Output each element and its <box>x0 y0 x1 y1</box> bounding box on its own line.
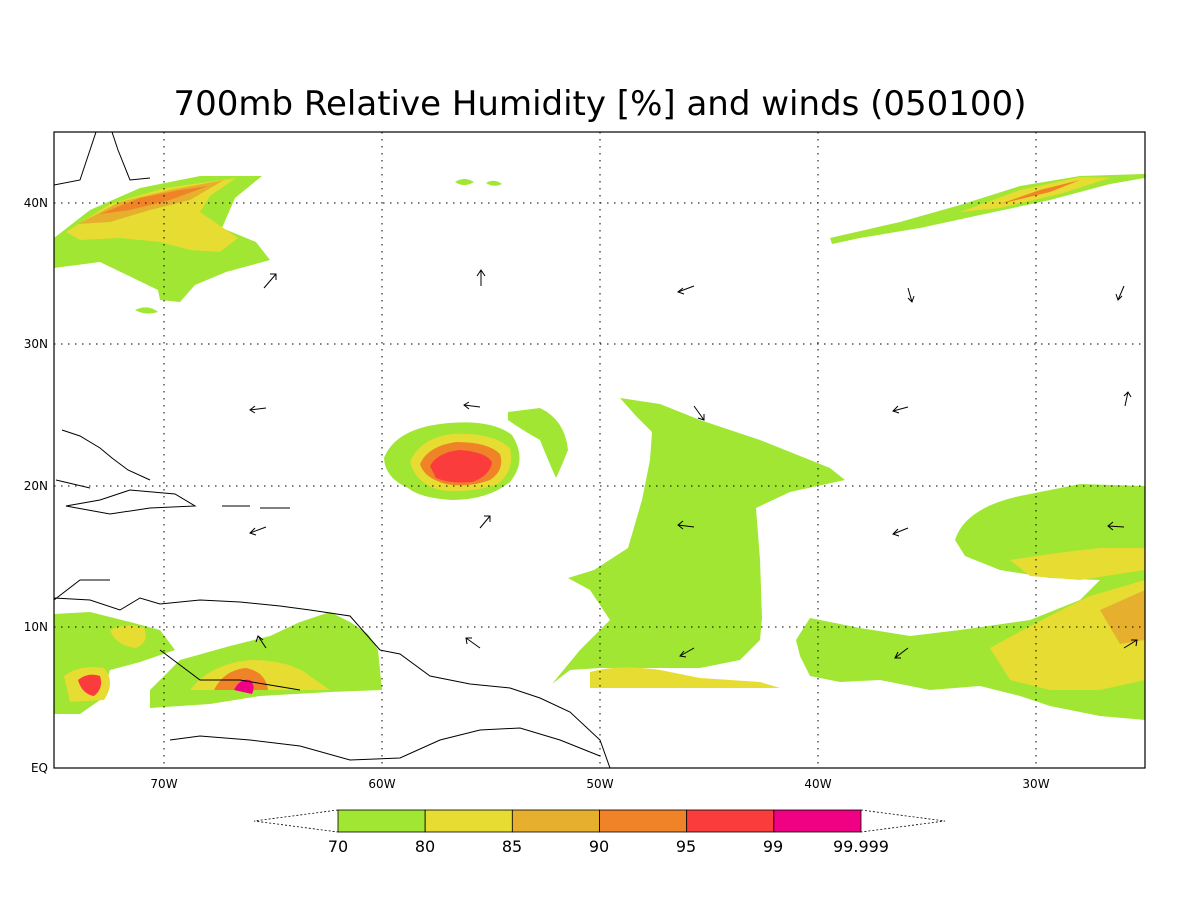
wind-arrow <box>465 637 481 649</box>
lat-label: 20N <box>24 479 48 493</box>
wind-arrow <box>1115 285 1125 301</box>
colorbar-swatch <box>511 809 600 833</box>
rh-region-central-atlantic <box>552 398 845 684</box>
colorbar-label: 70 <box>328 837 348 856</box>
colorbar-label: 85 <box>502 837 522 856</box>
colorbar-label: 80 <box>415 837 435 856</box>
wind-arrow <box>1107 521 1125 531</box>
wind-arrow <box>679 647 695 658</box>
lon-label: 40W <box>804 777 831 791</box>
lon-label: 60W <box>368 777 395 791</box>
longitude-labels: 70W 60W 50W 40W 30W <box>150 777 1049 791</box>
colorbar-swatch <box>773 809 862 833</box>
humidity-fields <box>54 132 1145 768</box>
wind-arrow <box>249 526 267 536</box>
wind-arrow <box>693 405 705 421</box>
latitude-labels: 40N 30N 20N 10N EQ <box>24 196 48 775</box>
wind-arrow <box>907 287 915 303</box>
wind-arrow <box>1123 639 1138 649</box>
map-title: 700mb Relative Humidity [%] and winds (0… <box>174 84 1027 124</box>
colorbar-label: 99.999 <box>833 837 889 856</box>
wind-vectors <box>249 269 1138 659</box>
lat-label: EQ <box>31 761 48 775</box>
colorbar: 70 80 85 90 95 99 99.999 <box>253 809 946 856</box>
wind-arrow <box>255 635 267 649</box>
colorbar-left-extension <box>253 809 339 833</box>
lon-label: 30W <box>1022 777 1049 791</box>
colorbar-label: 99 <box>763 837 783 856</box>
colorbar-swatch <box>424 809 513 833</box>
wind-arrow <box>892 405 909 414</box>
wind-arrow <box>677 520 695 530</box>
colorbar-swatch <box>599 809 688 833</box>
colorbar-label: 90 <box>589 837 609 856</box>
colorbar-swatch <box>686 809 775 833</box>
lat-label: 10N <box>24 620 48 634</box>
wind-arrow <box>476 269 486 286</box>
colorbar-swatch <box>337 809 426 833</box>
lat-label: 30N <box>24 337 48 351</box>
map-graticule <box>54 132 1145 768</box>
colorbar-right-extension <box>860 809 946 833</box>
map-frame <box>53 131 1146 769</box>
colorbar-label: 95 <box>676 837 696 856</box>
wind-arrow <box>894 647 909 659</box>
lat-label: 40N <box>24 196 48 210</box>
coastlines <box>54 132 611 768</box>
wind-arrow <box>479 515 491 529</box>
lon-label: 70W <box>150 777 177 791</box>
wind-arrow <box>892 527 909 537</box>
wind-arrow <box>249 405 267 414</box>
wind-arrow <box>463 401 481 410</box>
wind-arrow <box>263 273 277 289</box>
lon-label: 50W <box>586 777 613 791</box>
wind-arrow <box>676 285 695 295</box>
wind-arrow <box>1123 391 1132 407</box>
